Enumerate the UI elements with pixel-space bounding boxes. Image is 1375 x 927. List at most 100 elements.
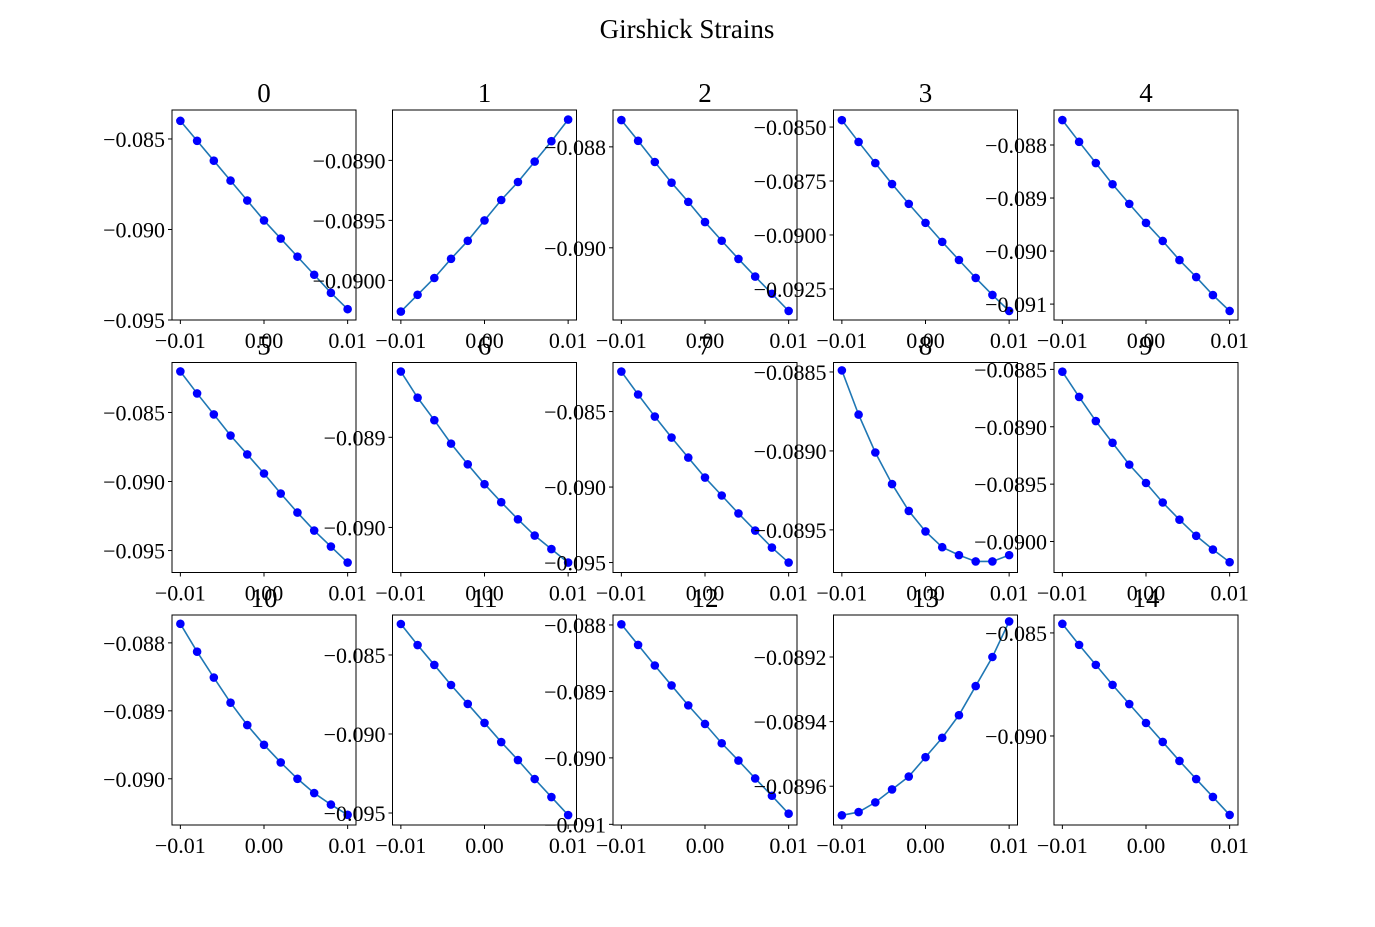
- y-tick-label: −0.091: [985, 292, 1047, 317]
- data-point: [430, 415, 439, 425]
- x-tick-label: −0.01: [155, 328, 206, 353]
- y-tick-label: −0.090: [544, 236, 606, 261]
- data-point: [617, 115, 626, 125]
- data-point: [784, 306, 793, 316]
- data-point: [396, 307, 406, 316]
- subplot-title: 10: [251, 583, 278, 613]
- x-tick-label: −0.01: [596, 328, 647, 353]
- x-tick-label: 0.00: [465, 833, 504, 858]
- data-point: [480, 216, 489, 225]
- y-tick-label: −0.090: [985, 239, 1047, 264]
- data-point: [547, 544, 556, 554]
- data-point: [530, 774, 539, 784]
- data-point: [326, 542, 336, 551]
- data-point: [717, 738, 727, 748]
- data-point: [309, 788, 319, 798]
- x-tick-label: 0.00: [245, 581, 284, 606]
- data-point: [750, 272, 760, 281]
- data-point: [700, 217, 710, 227]
- data-point: [854, 807, 863, 817]
- data-point: [293, 252, 302, 261]
- x-tick-label: −0.01: [816, 581, 867, 606]
- x-tick-label: 0.01: [328, 833, 367, 858]
- y-tick-label: −0.085: [103, 400, 165, 425]
- data-point: [937, 237, 947, 247]
- data-point: [259, 740, 269, 750]
- data-point: [547, 136, 556, 146]
- data-point: [904, 506, 914, 516]
- x-tick-label: −0.01: [816, 328, 867, 353]
- data-point: [343, 810, 352, 820]
- data-point: [683, 701, 693, 710]
- data-point: [1124, 699, 1134, 709]
- data-point: [734, 509, 743, 518]
- data-point: [176, 116, 185, 126]
- data-point: [887, 479, 897, 489]
- x-tick-label: 0.01: [549, 328, 588, 353]
- data-point: [1108, 179, 1117, 189]
- data-point: [700, 473, 710, 482]
- subplot-title: 2: [698, 78, 712, 108]
- x-tick-label: 0.01: [990, 833, 1029, 858]
- data-point: [1074, 640, 1084, 650]
- data-point: [563, 810, 573, 820]
- data-point: [1074, 137, 1084, 147]
- data-point: [276, 234, 286, 243]
- data-point: [887, 785, 897, 794]
- data-point: [1158, 498, 1168, 507]
- data-point: [242, 450, 252, 459]
- data-point: [446, 254, 456, 264]
- data-point: [446, 439, 456, 448]
- data-point: [1141, 478, 1151, 488]
- data-point: [480, 718, 489, 728]
- data-point: [988, 557, 997, 566]
- data-point: [1004, 617, 1014, 626]
- data-point: [650, 661, 660, 670]
- y-tick-label: −0.0896: [754, 774, 827, 799]
- data-point: [326, 800, 336, 809]
- y-tick-label: −0.088: [985, 133, 1047, 158]
- data-point: [717, 491, 727, 500]
- data-point: [446, 680, 456, 690]
- data-point: [413, 393, 422, 402]
- x-tick-label: 0.01: [990, 328, 1029, 353]
- data-point: [650, 412, 660, 421]
- x-tick-label: −0.01: [155, 581, 206, 606]
- y-tick-label: −0.091: [544, 812, 606, 837]
- x-tick-label: −0.01: [596, 833, 647, 858]
- subplot-title: 3: [919, 78, 933, 108]
- data-point: [854, 137, 863, 147]
- figure-title: Girshick Strains: [600, 14, 775, 44]
- data-point: [1225, 306, 1234, 316]
- data-point: [1158, 737, 1168, 747]
- data-point: [496, 737, 506, 747]
- data-point: [430, 273, 439, 283]
- y-tick-label: −0.095: [544, 551, 606, 576]
- data-point: [1004, 550, 1014, 560]
- y-tick-label: −0.0895: [754, 518, 827, 543]
- y-tick-label: −0.095: [103, 308, 165, 333]
- data-point: [683, 453, 693, 462]
- y-tick-label: −0.0900: [974, 530, 1047, 555]
- data-point: [176, 619, 185, 629]
- y-tick-label: −0.0892: [754, 645, 827, 670]
- data-point: [617, 620, 626, 629]
- data-point: [343, 558, 352, 567]
- data-point: [209, 673, 219, 682]
- y-tick-label: −0.088: [544, 135, 606, 160]
- data-point: [921, 752, 930, 762]
- data-point: [430, 660, 439, 670]
- y-tick-label: −0.085: [103, 127, 165, 152]
- x-tick-label: −0.01: [596, 581, 647, 606]
- y-tick-label: −0.0900: [754, 223, 827, 248]
- y-tick-label: −0.085: [985, 621, 1047, 646]
- y-tick-label: −0.090: [324, 515, 386, 540]
- y-tick-label: −0.095: [324, 801, 386, 826]
- data-point: [226, 431, 235, 440]
- data-point: [513, 177, 523, 187]
- data-point: [837, 811, 847, 820]
- data-point: [343, 304, 352, 314]
- y-tick-label: −0.0890: [754, 439, 827, 464]
- data-point: [750, 774, 760, 783]
- y-tick-label: −0.089: [985, 186, 1047, 211]
